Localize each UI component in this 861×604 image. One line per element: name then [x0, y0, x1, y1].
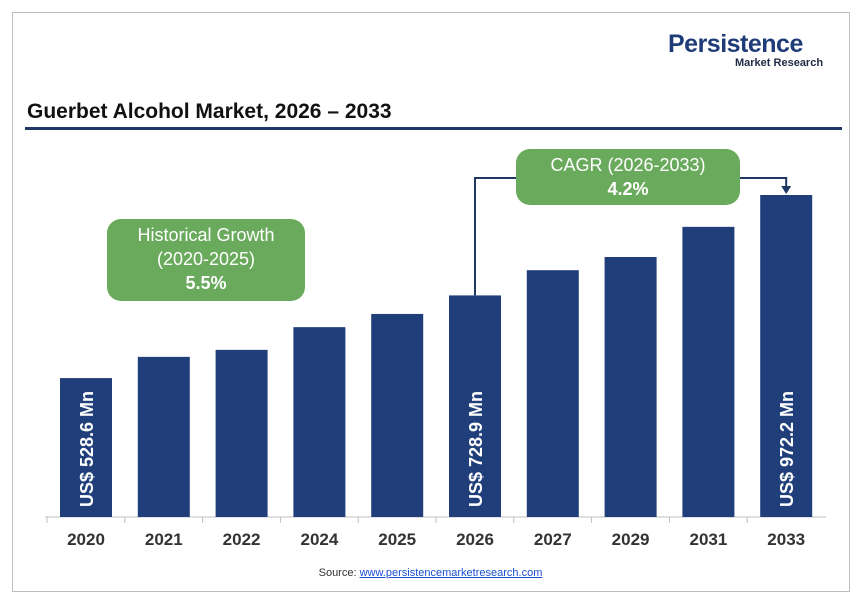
x-tick-label: 2022: [223, 530, 261, 549]
chart-frame: [12, 12, 850, 592]
bar-2024: [293, 327, 346, 517]
historical-growth-callout: Historical Growth (2020-2025) 5.5%: [107, 219, 305, 301]
bar-2021: [137, 356, 190, 517]
logo-persistence: Persistence: [668, 30, 803, 58]
bar-2031: [682, 226, 735, 517]
x-tick-label: 2033: [767, 530, 805, 549]
data-label: US$ 528.6 Mn: [77, 391, 97, 507]
historical-value: 5.5%: [185, 273, 227, 293]
source-prefix: Source:: [318, 567, 360, 579]
bar-2026: [449, 295, 501, 517]
x-tick-label: 2029: [612, 530, 650, 549]
x-tick-label: 2024: [300, 530, 338, 549]
historical-period: (2020-2025): [156, 249, 256, 269]
bar-2022: [215, 349, 268, 517]
historical-label: Historical Growth: [137, 225, 275, 245]
x-tick-label: 2026: [456, 530, 494, 549]
cagr-callout: CAGR (2026-2033) 4.2%: [516, 149, 740, 205]
logo-market-research: Market Research: [735, 57, 824, 69]
chart-title: Guerbet Alcohol Market, 2026 – 2033: [27, 100, 392, 123]
bar-2029: [604, 256, 657, 517]
bar-2025: [371, 313, 424, 517]
bar-2027: [526, 270, 579, 517]
cagr-value: 4.2%: [607, 179, 649, 199]
data-label: US$ 728.9 Mn: [466, 391, 486, 507]
bar-2033: [760, 195, 813, 517]
data-label: US$ 972.2 Mn: [777, 391, 797, 507]
source-note: Source: www.persistencemarketresearch.co…: [0, 567, 861, 579]
arrow-down-icon: [781, 186, 792, 194]
x-tick-label: 2020: [67, 530, 105, 549]
x-tick-label: 2021: [145, 530, 183, 549]
x-tick-label: 2027: [534, 530, 572, 549]
x-tick-label: 2025: [378, 530, 416, 549]
x-tick-label: 2031: [689, 530, 727, 549]
title-divider: [25, 127, 842, 130]
bar-2020: [60, 378, 112, 517]
cagr-label: CAGR (2026-2033): [550, 155, 706, 175]
source-link[interactable]: www.persistencemarketresearch.com: [359, 567, 543, 579]
